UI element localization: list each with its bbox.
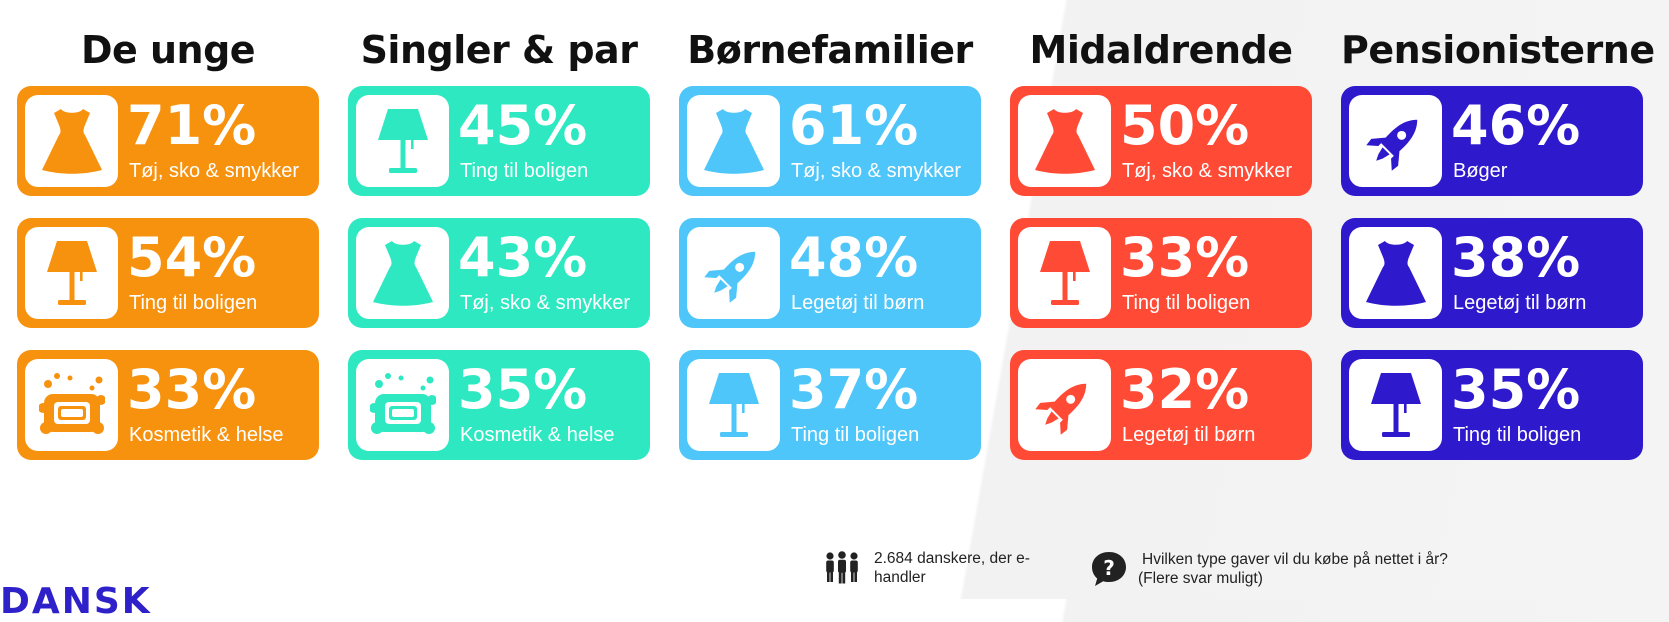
stat-card: 45% Ting til boligen: [348, 86, 650, 196]
dress-icon: [1349, 227, 1442, 319]
stat-percent: 43%: [458, 226, 588, 289]
question-line2: (Flere svar muligt): [1138, 570, 1263, 587]
respondents-info: 2.684 danskere, der e- handler: [824, 549, 1030, 587]
stat-card: 61% Tøj, sko & smykker: [679, 86, 981, 196]
column-title: Pensionisterne: [1341, 28, 1655, 72]
stat-percent: 33%: [127, 358, 257, 421]
stat-card: 38% Legetøj til børn: [1341, 218, 1643, 328]
stat-percent: 61%: [789, 94, 919, 157]
stat-card: 35% Ting til boligen: [1341, 350, 1643, 460]
stat-percent: 38%: [1451, 226, 1581, 289]
column-title: Børnefamilier: [687, 28, 973, 72]
lamp-icon: [1018, 227, 1111, 319]
stat-percent: 71%: [127, 94, 257, 157]
rocket-icon: [1018, 359, 1111, 451]
rocket-icon: [1349, 95, 1442, 187]
stat-label: Ting til boligen: [129, 292, 258, 314]
stat-card: 71% Tøj, sko & smykker: [17, 86, 319, 196]
svg-text:?: ?: [1103, 556, 1115, 580]
stat-card: 33% Kosmetik & helse: [17, 350, 319, 460]
respondents-line1: 2.684 danskere, der e-: [874, 550, 1030, 567]
question-text: Hvilken type gaver vil du købe på nettet…: [1138, 550, 1448, 588]
stat-percent: 32%: [1120, 358, 1250, 421]
stat-card: 50% Tøj, sko & smykker: [1010, 86, 1312, 196]
respondents-line2: handler: [874, 569, 926, 586]
stat-percent: 33%: [1120, 226, 1250, 289]
stat-percent: 35%: [458, 358, 588, 421]
lamp-icon: [1349, 359, 1442, 451]
column-title: De unge: [80, 28, 256, 72]
stat-percent: 45%: [458, 94, 588, 157]
question-info: ? Hvilken type gaver vil du købe på nett…: [1090, 550, 1448, 588]
rocket-icon: [687, 227, 780, 319]
stat-percent: 46%: [1451, 94, 1581, 157]
lamp-icon: [356, 95, 449, 187]
stat-label: Legetøj til børn: [1122, 424, 1256, 446]
soap-icon: [25, 359, 118, 451]
stat-label: Tøj, sko & smykker: [1122, 160, 1293, 182]
dress-icon: [1018, 95, 1111, 187]
stat-card: 35% Kosmetik & helse: [348, 350, 650, 460]
stat-label: Ting til boligen: [1122, 292, 1251, 314]
question-line1: Hvilken type gaver vil du købe på nettet…: [1142, 551, 1448, 568]
brand-logo-text: DANSK: [0, 581, 152, 622]
dress-icon: [25, 95, 118, 187]
stat-label: Kosmetik & helse: [460, 424, 615, 446]
column-title: Singler & par: [360, 28, 638, 72]
stat-percent: 37%: [789, 358, 919, 421]
stat-percent: 54%: [127, 226, 257, 289]
stat-label: Bøger: [1453, 160, 1508, 182]
lamp-icon: [25, 227, 118, 319]
speech-question-icon: ?: [1090, 550, 1128, 588]
lamp-icon: [687, 359, 780, 451]
stat-label: Ting til boligen: [791, 424, 920, 446]
people-icon: [824, 549, 860, 585]
stat-percent: 50%: [1120, 94, 1250, 157]
stat-card: 48% Legetøj til børn: [679, 218, 981, 328]
soap-icon: [356, 359, 449, 451]
stat-card: 32% Legetøj til børn: [1010, 350, 1312, 460]
stat-label: Kosmetik & helse: [129, 424, 284, 446]
stat-label: Tøj, sko & smykker: [460, 292, 631, 314]
dress-icon: [687, 95, 780, 187]
dress-icon: [356, 227, 449, 319]
stat-card: 37% Ting til boligen: [679, 350, 981, 460]
stat-label: Tøj, sko & smykker: [791, 160, 962, 182]
stat-percent: 35%: [1451, 358, 1581, 421]
respondents-text: 2.684 danskere, der e- handler: [874, 549, 1030, 587]
stat-label: Tøj, sko & smykker: [129, 160, 300, 182]
stat-card: 54% Ting til boligen: [17, 218, 319, 328]
stat-label: Ting til boligen: [460, 160, 589, 182]
stat-label: Legetøj til børn: [791, 292, 925, 314]
stat-card: 43% Tøj, sko & smykker: [348, 218, 650, 328]
stat-card: 46% Bøger: [1341, 86, 1643, 196]
stat-label: Ting til boligen: [1453, 424, 1582, 446]
stat-percent: 48%: [789, 226, 919, 289]
stat-card: 33% Ting til boligen: [1010, 218, 1312, 328]
column-title: Midaldrende: [1029, 28, 1293, 72]
stat-label: Legetøj til børn: [1453, 292, 1587, 314]
